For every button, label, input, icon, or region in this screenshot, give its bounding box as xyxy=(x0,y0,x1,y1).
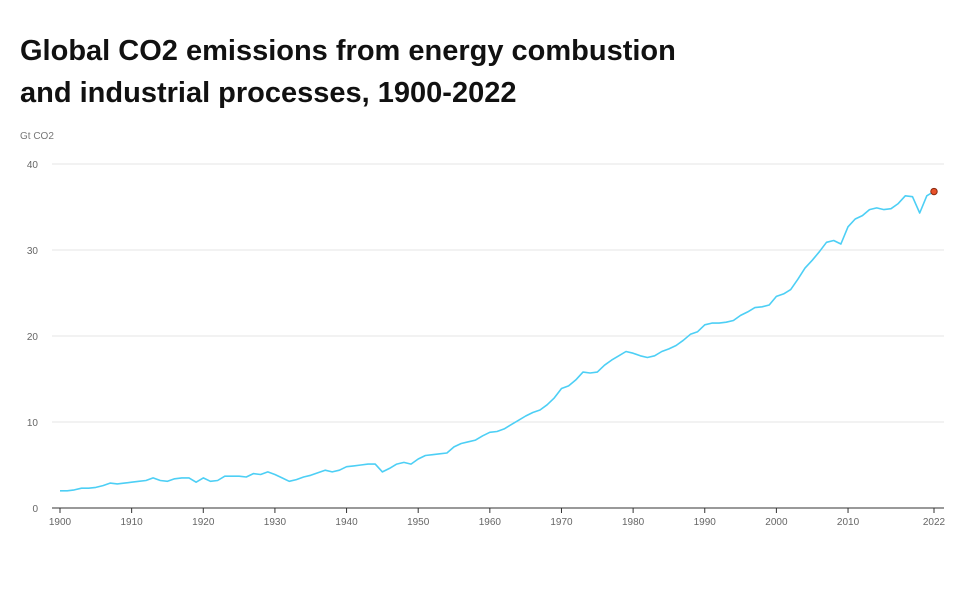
chart-title-line-1: Global CO2 emissions from energy combust… xyxy=(20,35,676,67)
chart-title: Global CO2 emissions from energy combust… xyxy=(20,30,920,114)
x-tick-label-1960: 1960 xyxy=(479,517,502,528)
x-tick-label-1910: 1910 xyxy=(121,517,144,528)
emissions-line xyxy=(60,190,935,492)
y-tick-label-30: 30 xyxy=(27,246,39,257)
x-tick-label-1990: 1990 xyxy=(694,517,717,528)
x-axis: 1900 1910 1920 1930 1940 1950 1960 1970 1980 1990… xyxy=(49,507,946,528)
chart-title-line-2: and industrial processes, 1900-2022 xyxy=(20,77,517,109)
x-tick-label-1940: 1940 xyxy=(335,517,358,528)
x-tick-label-1920: 1920 xyxy=(192,517,215,528)
x-tick-label-1950: 1950 xyxy=(407,517,430,528)
y-tick-label-20: 20 xyxy=(27,332,39,343)
y-tick-label-10: 10 xyxy=(27,418,39,429)
series-layer xyxy=(60,190,935,492)
y-axis-unit-label: Gt CO2 xyxy=(20,131,54,142)
x-tick-label-2000: 2000 xyxy=(765,517,788,528)
gridlines xyxy=(52,163,944,423)
y-tick-label-0: 0 xyxy=(32,504,38,515)
y-tick-label-40: 40 xyxy=(27,160,39,171)
x-tick-label-1980: 1980 xyxy=(622,517,645,528)
x-tick-label-1930: 1930 xyxy=(264,517,287,528)
x-tick-label-1900: 1900 xyxy=(49,517,72,528)
x-tick-label-2022: 2022 xyxy=(923,517,946,528)
y-axis-ticks: 0 10 20 30 40 xyxy=(27,160,39,515)
latest-value-marker xyxy=(930,187,938,196)
x-tick-label-1970: 1970 xyxy=(550,517,573,528)
x-tick-label-2010: 2010 xyxy=(837,517,860,528)
point-markers xyxy=(930,187,938,196)
